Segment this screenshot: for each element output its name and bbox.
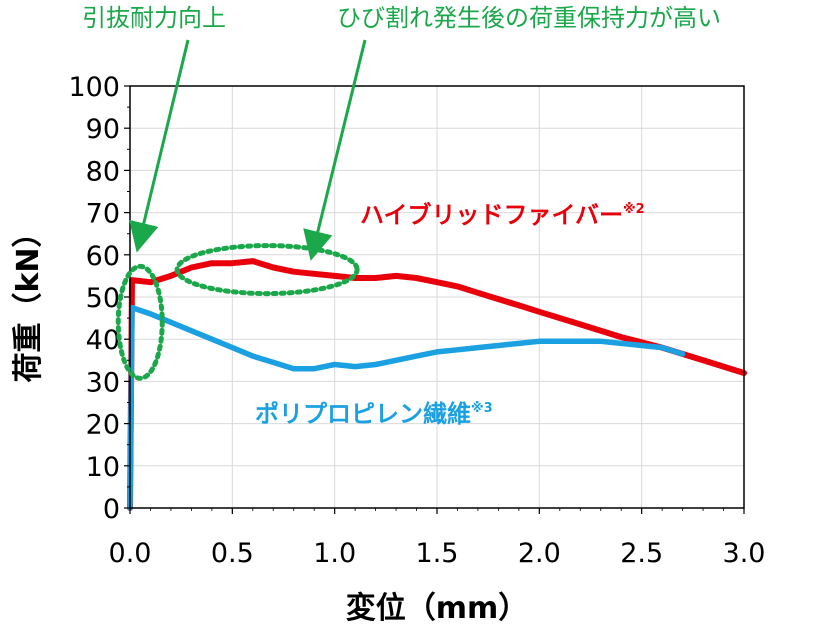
y-tick-label: 90 <box>86 114 120 145</box>
series-label-hybrid-note: ※2 <box>623 202 645 217</box>
y-tick-label: 0 <box>103 494 120 525</box>
y-tick-label: 40 <box>86 325 120 356</box>
series-label-pp: ポリプロピレン繊維※3 <box>255 400 493 428</box>
y-tick-label: 30 <box>86 367 120 398</box>
y-tick-label: 50 <box>86 283 120 314</box>
arrow-load-retention <box>303 39 367 261</box>
highlight-ellipse-post-crack <box>174 243 360 297</box>
x-tick-label: 0.5 <box>211 538 254 569</box>
x-tick-label: 1.5 <box>416 538 459 569</box>
x-axis-title: 変位（mm） <box>346 591 529 626</box>
y-tick-label: 10 <box>86 452 120 483</box>
x-tick-label: 0.0 <box>109 538 152 569</box>
x-tick-label: 1.0 <box>313 538 356 569</box>
y-axis-title: 荷重（kN） <box>11 217 46 382</box>
series-line-hybrid <box>127 258 747 511</box>
series-label-pp-note: ※3 <box>471 401 493 416</box>
annotation-load-retention: ひび割れ発生後の荷重保持力が高い <box>337 4 721 32</box>
series-line-pp <box>127 304 686 511</box>
x-tick-label: 2.5 <box>620 538 663 569</box>
arrow-pullout <box>129 39 190 253</box>
highlight-ellipse-initial <box>115 263 165 381</box>
annotation-pullout-strength: 引抜耐力向上 <box>82 4 226 32</box>
series-label-hybrid: ハイブリッドファイバー※2 <box>360 201 645 229</box>
y-tick-label: 20 <box>86 410 120 441</box>
x-tick-label: 3.0 <box>723 538 766 569</box>
annotations <box>115 39 367 381</box>
axis-ticks: 0 10 20 30 40 50 60 70 80 90 100 0.0 0.5 1.0 1.5 2.0 2.5… <box>68 72 765 569</box>
x-tick-label: 2.0 <box>518 538 561 569</box>
series-label-pp-name: ポリプロピレン繊維 <box>255 400 471 428</box>
grid-lines <box>130 86 744 508</box>
series-lines <box>127 258 747 511</box>
y-tick-label: 100 <box>68 72 120 103</box>
y-tick-label: 80 <box>86 156 120 187</box>
series-label-hybrid-name: ハイブリッドファイバー <box>360 201 623 229</box>
y-tick-label: 70 <box>86 199 120 230</box>
y-tick-label: 60 <box>86 241 120 272</box>
